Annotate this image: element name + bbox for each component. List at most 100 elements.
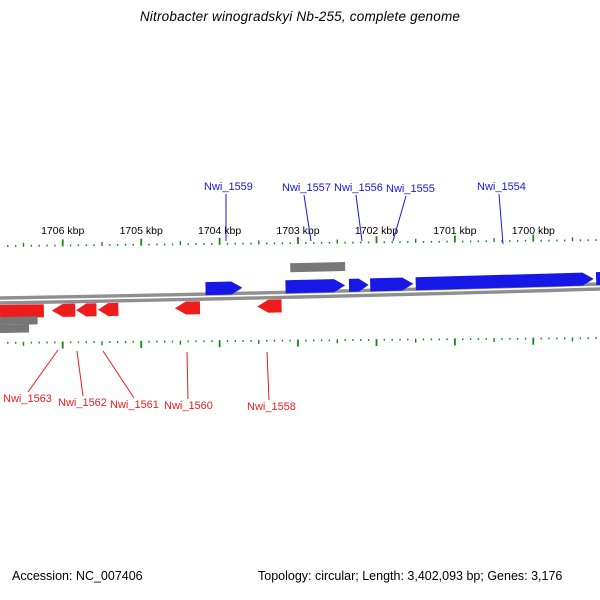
ruler-tick-top: [226, 242, 229, 245]
gene-feature[interactable]: [0, 304, 45, 318]
ruler-tick-top: [211, 243, 213, 245]
gene-label-Nwi_1554[interactable]: Nwi_1554: [477, 181, 526, 193]
ruler-tick-bottom: [187, 340, 189, 343]
ruler-tick-bottom: [375, 339, 378, 346]
gene-arrow-Nwi_1557[interactable]: [285, 279, 346, 294]
ruler-tick-bottom: [171, 340, 174, 343]
gene-arrow-Nwi_1558[interactable]: [257, 299, 282, 313]
ruler-tick-bottom: [242, 340, 244, 342]
ruler-tick-top: [46, 244, 48, 247]
ruler-tick-bottom: [124, 341, 127, 343]
ruler-tick-bottom: [250, 340, 252, 342]
ruler-tick-bottom: [203, 340, 205, 343]
ruler-tick-top: [556, 239, 558, 242]
ruler-tick-bottom: [399, 338, 401, 341]
scale-label: 1705 kbp: [120, 225, 163, 237]
ruler-tick-top: [501, 240, 503, 242]
gene-label-Nwi_1561[interactable]: Nwi_1561: [110, 399, 159, 411]
ruler-tick-top: [85, 244, 87, 247]
label-leader-line: [76, 350, 84, 397]
ruler-tick-bottom: [571, 337, 574, 342]
gene-label-Nwi_1560[interactable]: Nwi_1560: [164, 400, 213, 412]
ruler-tick-top: [61, 239, 64, 247]
ruler-tick-bottom: [548, 337, 550, 340]
ruler-tick-top: [462, 240, 464, 243]
gene-arrow-Nwi_1562[interactable]: [76, 303, 97, 317]
gene-arrow-Nwi_1554[interactable]: [415, 272, 594, 291]
gene-feature[interactable]: [0, 316, 38, 326]
ruler-tick-top: [297, 237, 299, 244]
gene-arrow-Nwi_1560[interactable]: [174, 301, 201, 315]
ruler-tick-bottom: [462, 338, 464, 341]
ruler-tick-top: [587, 239, 589, 242]
ruler-tick-bottom: [501, 338, 503, 340]
label-leader-line: [102, 350, 135, 399]
scale-label: 1706 kbp: [41, 225, 84, 237]
label-leader-line: [266, 351, 270, 401]
ruler-tick-bottom: [564, 337, 566, 340]
ruler-tick-bottom: [273, 339, 276, 342]
gene-label-Nwi_1557[interactable]: Nwi_1557: [282, 182, 331, 194]
ruler-tick-bottom: [297, 339, 299, 347]
gene-feature[interactable]: [290, 261, 346, 273]
gene-label-Nwi_1555[interactable]: Nwi_1555: [386, 183, 435, 195]
ruler-tick-top: [7, 245, 9, 247]
ruler-tick-top: [391, 241, 393, 244]
ruler-tick-top: [438, 240, 440, 243]
ruler-tick-bottom: [218, 340, 221, 348]
gene-label-Nwi_1562[interactable]: Nwi_1562: [58, 397, 107, 409]
ruler-tick-top: [336, 239, 338, 244]
gene-label-Nwi_1563[interactable]: Nwi_1563: [3, 393, 52, 405]
gene-arrow-Nwi_1559[interactable]: [205, 281, 243, 296]
ruler-tick-bottom: [132, 340, 134, 343]
ruler-tick-bottom: [281, 339, 284, 342]
ruler-tick-bottom: [7, 341, 9, 344]
ruler-tick-bottom: [61, 341, 64, 349]
ruler-tick-bottom: [477, 338, 480, 340]
ruler-tick-top: [124, 243, 127, 246]
gene-feature[interactable]: [595, 271, 600, 286]
ruler-tick-bottom: [454, 338, 456, 346]
ruler-tick-top: [273, 242, 276, 245]
ruler-tick-top: [38, 244, 40, 247]
gene-label-Nwi_1556[interactable]: Nwi_1556: [334, 182, 383, 194]
ruler-tick-bottom: [54, 341, 56, 344]
ruler-tick-bottom: [85, 341, 87, 344]
ruler-tick-bottom: [266, 339, 268, 342]
gene-label-Nwi_1559[interactable]: Nwi_1559: [204, 181, 253, 193]
ruler-tick-bottom: [211, 340, 213, 343]
ruler-tick-top: [454, 235, 456, 243]
ruler-tick-top: [69, 244, 72, 247]
ruler-tick-top: [30, 244, 33, 247]
ruler-tick-top: [242, 242, 244, 245]
ruler-tick-bottom: [360, 339, 362, 341]
ruler-tick-top: [446, 240, 448, 243]
ruler-tick-top: [101, 242, 103, 246]
ruler-tick-top: [313, 242, 315, 244]
ruler-tick-top: [477, 240, 480, 243]
ruler-tick-top: [77, 244, 80, 247]
ruler-tick-top: [564, 239, 566, 242]
genome-stats-text: Topology: circular; Length: 3,402,093 bp…: [258, 569, 563, 583]
scale-label: 1704 kbp: [198, 225, 241, 237]
ruler-tick-bottom: [344, 339, 346, 341]
gene-arrow-Nwi_1561[interactable]: [98, 302, 119, 317]
gene-label-Nwi_1558[interactable]: Nwi_1558: [247, 401, 296, 413]
ruler-tick-top: [493, 238, 495, 243]
ruler-tick-top: [109, 244, 111, 246]
gene-arrow-Nwi_1556[interactable]: [348, 278, 369, 292]
ruler-tick-bottom: [532, 337, 535, 345]
gene-arrow-Nwi_1555[interactable]: [370, 277, 414, 292]
ruler-tick-top: [595, 239, 597, 241]
ruler-tick-top: [305, 242, 307, 244]
ruler-tick-top: [344, 241, 346, 244]
gene-feature[interactable]: [0, 324, 30, 334]
ruler-tick-bottom: [438, 338, 440, 341]
ruler-tick-bottom: [116, 341, 119, 343]
ruler-tick-bottom: [109, 341, 111, 343]
gene-arrow-Nwi_1563[interactable]: [51, 303, 76, 317]
ruler-tick-bottom: [383, 338, 385, 341]
ruler-tick-bottom: [46, 341, 48, 344]
